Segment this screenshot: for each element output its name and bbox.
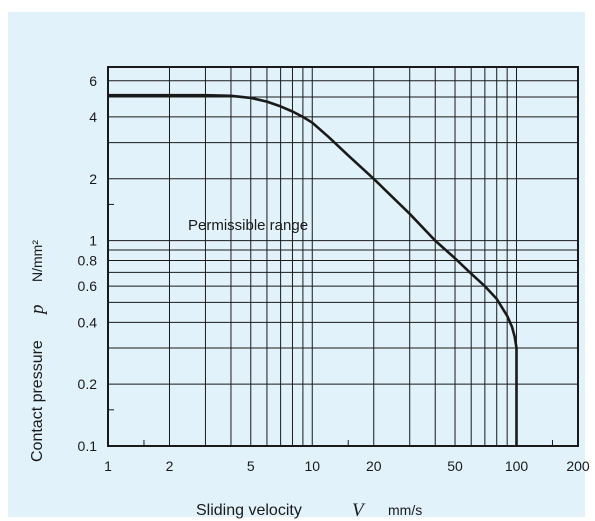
y-tick-labels: 0.1 0.2 0.4 0.6 0.8 1 2 4 6 [78,73,98,454]
y-tick-label: 6 [89,73,97,89]
y-tick-label: 4 [89,109,97,125]
x-axis-unit: mm/s [388,502,422,518]
y-tick-label: 1 [89,233,97,249]
x-tick-label: 10 [304,458,320,474]
y-axis-unit: N/mm² [29,240,45,282]
y-axis-label: Contact pressure [29,340,46,462]
y-tick-label: 0.1 [78,438,98,454]
y-tick-label: 0.2 [78,376,98,392]
chart-background [8,12,585,517]
plot-frame [107,66,579,447]
x-axis-symbol: V [352,500,366,521]
x-tick-label: 20 [366,458,382,474]
x-tick-label: 2 [166,458,174,474]
permissible-range-label: Permissible range [188,217,308,234]
x-axis-title: Sliding velocity V mm/s [196,500,422,521]
y-tick-label: 0.4 [78,314,98,330]
x-tick-label: 100 [505,458,529,474]
x-tick-label: 200 [566,458,590,474]
x-tick-label: 1 [104,458,112,474]
x-tick-label: 5 [247,458,255,474]
x-tick-label: 50 [447,458,463,474]
x-tick-labels: 1 2 5 10 20 50 100 200 [104,458,590,474]
y-axis-symbol: p [27,305,48,317]
y-axis-title: Contact pressure p N/mm² [27,240,48,462]
y-tick-label: 2 [89,171,97,187]
permissible-pressure-curve [108,93,518,446]
x-axis-label: Sliding velocity [196,502,302,519]
y-tick-label: 0.6 [78,278,98,294]
y-tick-label: 0.8 [78,252,98,268]
